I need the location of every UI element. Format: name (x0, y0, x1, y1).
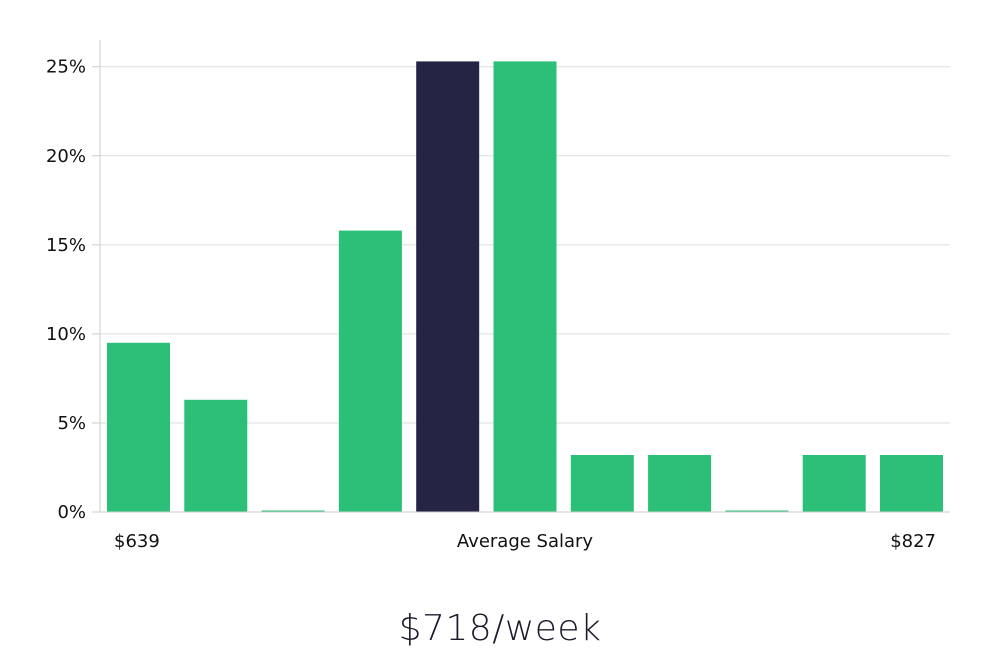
bar (107, 342, 170, 512)
x-max-label: $827 (890, 531, 936, 552)
y-tick-label: 5% (57, 413, 86, 434)
bar (338, 230, 402, 512)
y-axis-ticks: 0% 5% 10% 15% 20% 25% (46, 57, 100, 523)
bar (648, 455, 712, 512)
bar (802, 455, 866, 512)
x-min-label: $639 (114, 531, 160, 552)
y-tick-label: 25% (46, 57, 86, 78)
y-tick-label: 10% (46, 324, 86, 345)
bar (880, 455, 943, 512)
y-tick-label: 20% (46, 146, 86, 167)
salary-histogram: 0% 5% 10% 15% 20% 25% $639 Average Salary $82… (46, 40, 950, 552)
y-tick-label: 15% (46, 235, 86, 256)
average-salary-value: $718/week (398, 608, 602, 649)
y-tick-label: 0% (57, 502, 86, 523)
bars (107, 61, 943, 513)
x-center-label: Average Salary (457, 531, 594, 552)
bar (493, 61, 557, 513)
bar (261, 510, 325, 512)
bar (725, 510, 789, 512)
bar (570, 455, 634, 512)
bar (184, 399, 248, 512)
bar-highlighted (416, 61, 480, 513)
